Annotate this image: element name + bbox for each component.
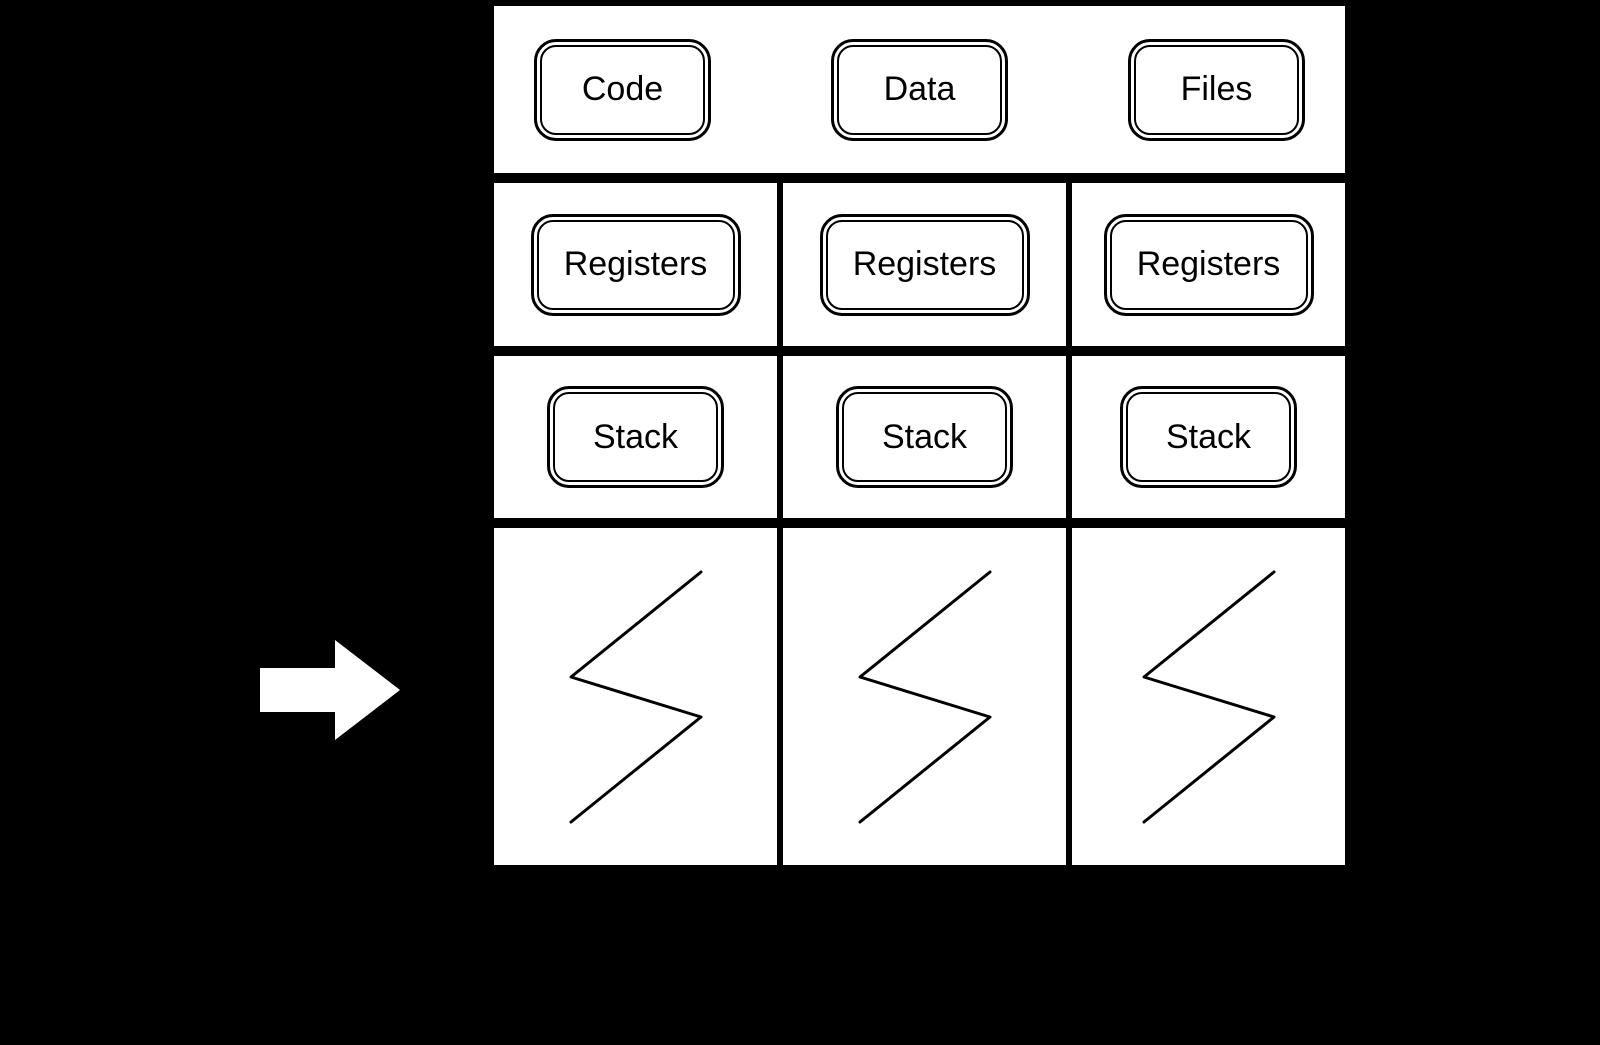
stack-label-1: Stack <box>593 418 678 457</box>
registers-box-1: Registers <box>531 214 741 316</box>
files-box: Files <box>1128 39 1305 141</box>
stack-box-1: Stack <box>547 386 724 488</box>
process-shared-cell: Code Data Files <box>488 0 1355 173</box>
arrow-icon <box>260 640 400 740</box>
thread-row <box>488 518 1355 875</box>
thread-icon-2 <box>840 562 1010 832</box>
stack-cell-1: Stack <box>488 346 777 518</box>
thread-cell-1 <box>488 518 777 875</box>
data-box: Data <box>831 39 1008 141</box>
stack-label-3: Stack <box>1166 418 1251 457</box>
stack-box-3: Stack <box>1120 386 1297 488</box>
process-diagram-table: Code Data Files Registers Registers Regi… <box>488 0 1355 875</box>
registers-label-2: Registers <box>853 245 997 284</box>
thread-cell-3 <box>1066 518 1355 875</box>
stack-cell-3: Stack <box>1066 346 1355 518</box>
code-label: Code <box>582 70 663 109</box>
stack-label-2: Stack <box>882 418 967 457</box>
files-label: Files <box>1181 70 1253 109</box>
left-black-region <box>0 0 488 886</box>
registers-label-3: Registers <box>1137 245 1281 284</box>
thread-cell-2 <box>777 518 1066 875</box>
stack-box-2: Stack <box>836 386 1013 488</box>
registers-cell-3: Registers <box>1066 173 1355 346</box>
registers-box-3: Registers <box>1104 214 1314 316</box>
bottom-black-region <box>0 886 1600 1045</box>
thread-icon-3 <box>1124 562 1294 832</box>
code-box: Code <box>534 39 711 141</box>
registers-box-2: Registers <box>820 214 1030 316</box>
thread-icon-1 <box>551 562 721 832</box>
data-label: Data <box>884 70 956 109</box>
stack-cell-2: Stack <box>777 346 1066 518</box>
stack-row: Stack Stack Stack <box>488 346 1355 518</box>
registers-label-1: Registers <box>564 245 708 284</box>
registers-cell-2: Registers <box>777 173 1066 346</box>
process-shared-row: Code Data Files <box>488 0 1355 173</box>
registers-cell-1: Registers <box>488 173 777 346</box>
registers-row: Registers Registers Registers <box>488 173 1355 346</box>
